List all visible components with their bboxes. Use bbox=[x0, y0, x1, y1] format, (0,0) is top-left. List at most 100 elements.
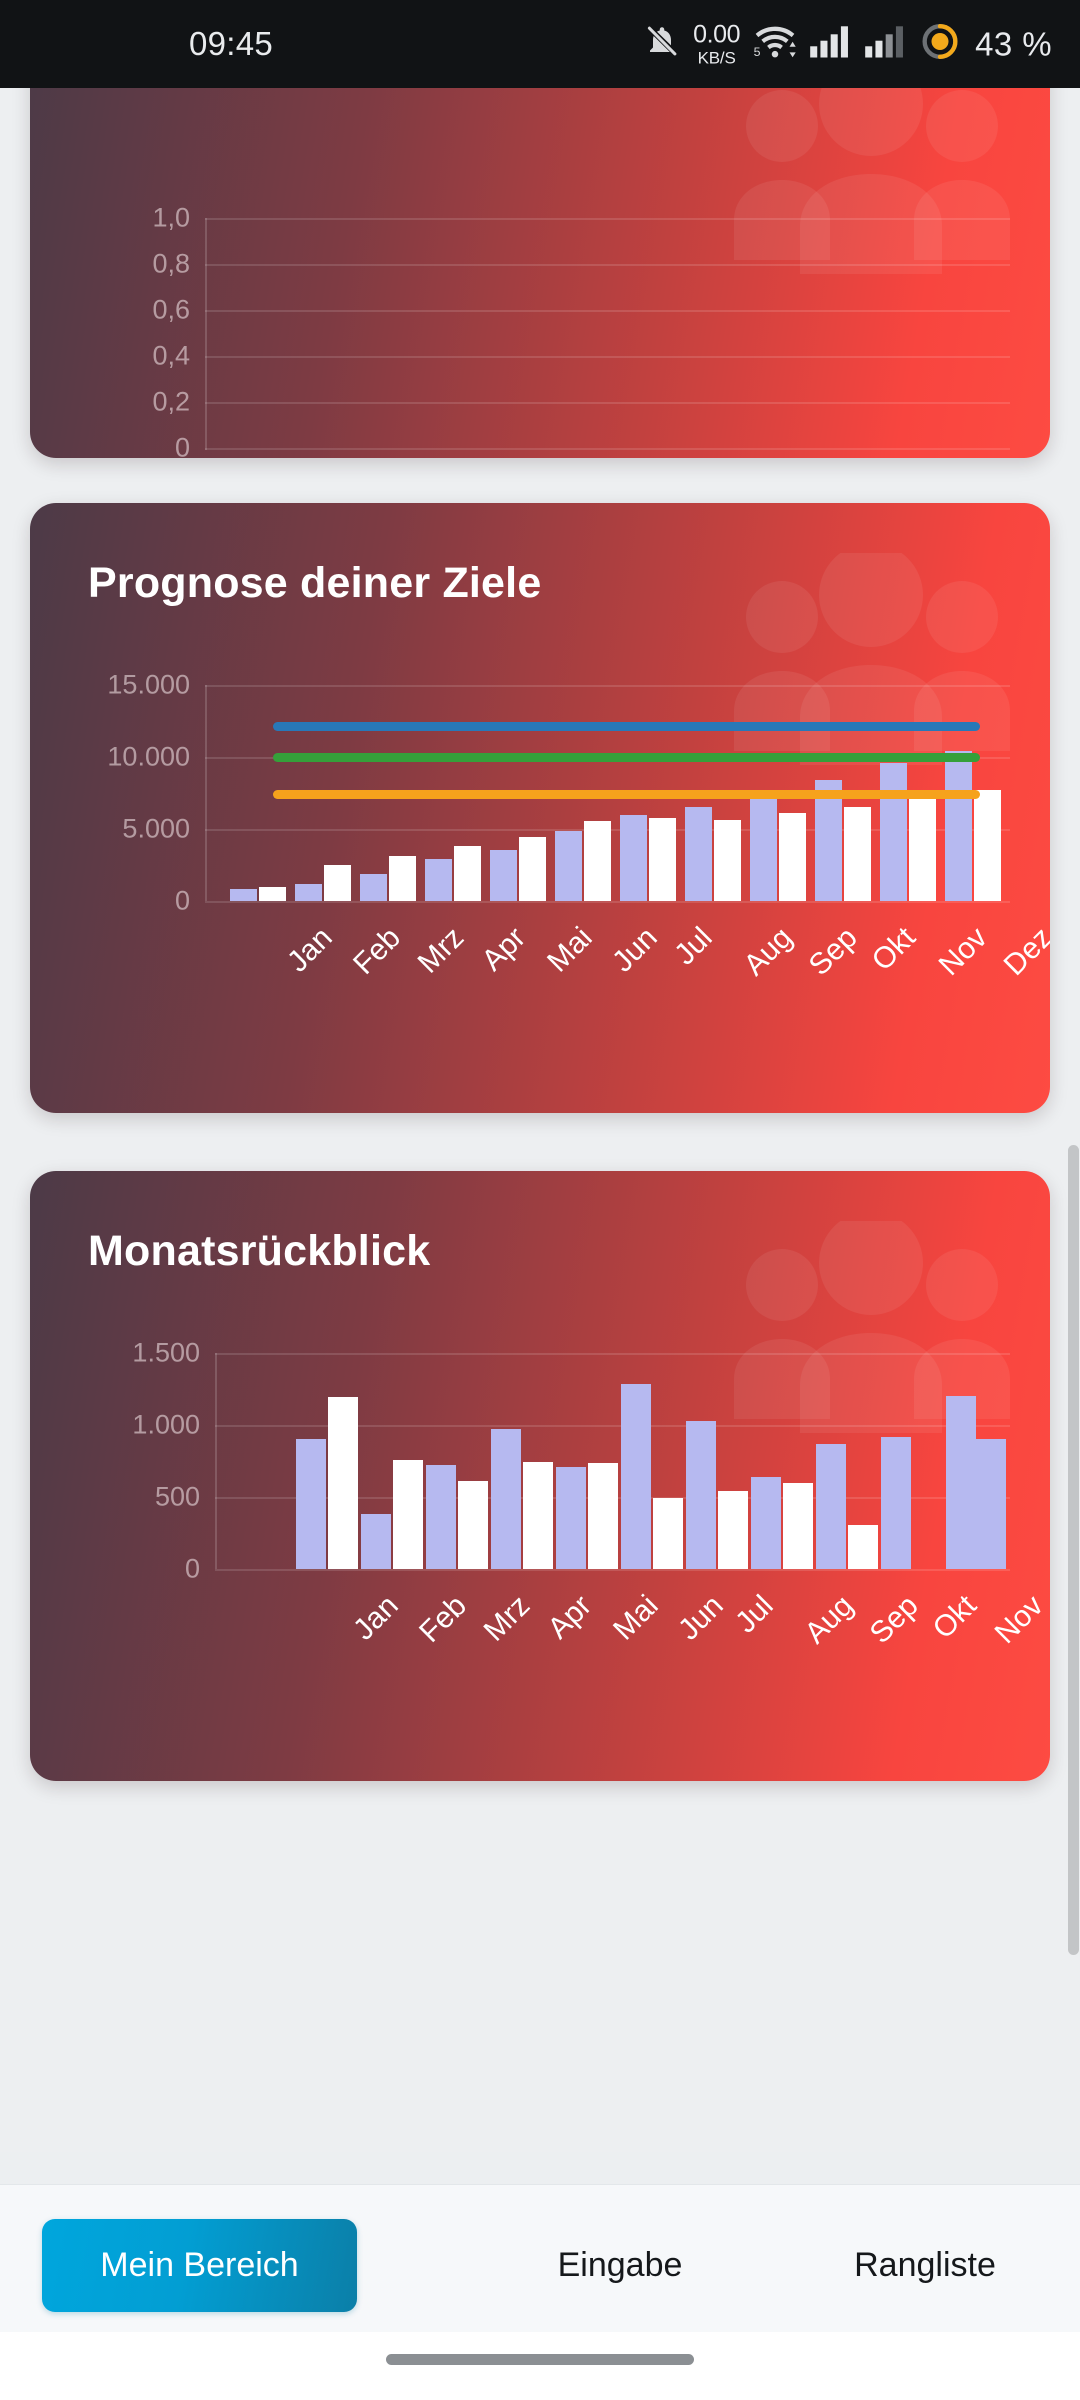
bar-forecast-secondary bbox=[779, 813, 806, 901]
bar-forecast-secondary bbox=[714, 820, 741, 901]
bar-monthly-secondary bbox=[523, 1462, 553, 1569]
gridline bbox=[205, 264, 1010, 266]
goal-line-orange bbox=[273, 790, 980, 799]
gridline bbox=[205, 901, 1010, 903]
y-tick-label: 0 bbox=[174, 885, 190, 916]
bar-monthly-secondary bbox=[328, 1397, 358, 1569]
bar-monthly-secondary bbox=[588, 1463, 618, 1569]
bar-monthly-primary bbox=[621, 1384, 651, 1569]
bar-monthly-secondary bbox=[458, 1481, 488, 1569]
scrollbar-track[interactable] bbox=[1068, 88, 1080, 2152]
y-tick-label: 15.000 bbox=[107, 669, 190, 700]
week-chart: 1,0 0,8 0,6 0,4 0,2 0 MO DI MI DO FR SA … bbox=[30, 88, 1050, 458]
y-tick-label: 1,0 bbox=[152, 202, 190, 233]
signal-bars-secondary-icon bbox=[865, 26, 907, 63]
gridline bbox=[205, 448, 1010, 450]
bar-forecast-secondary bbox=[389, 856, 416, 901]
x-tick-label: Apr bbox=[541, 1589, 599, 1646]
bar-forecast-secondary bbox=[324, 865, 351, 901]
x-tick-label: Feb bbox=[413, 1589, 474, 1649]
y-axis-line bbox=[205, 685, 207, 901]
bar-forecast-secondary bbox=[519, 837, 546, 901]
gridline bbox=[205, 310, 1010, 312]
x-tick-label: Jan bbox=[281, 921, 339, 979]
status-clock: 09:45 bbox=[189, 25, 274, 62]
bar-forecast-primary bbox=[230, 889, 257, 901]
bar-forecast-primary bbox=[815, 780, 842, 901]
bar-monthly-primary bbox=[556, 1467, 586, 1569]
x-tick-label: Jun bbox=[606, 921, 664, 979]
x-tick-label: Jul bbox=[668, 921, 719, 972]
x-tick-label: Aug bbox=[737, 921, 799, 983]
goal-line-green bbox=[273, 753, 980, 762]
status-bar: 09:45 0.00 KB/S 5 bbox=[0, 0, 1080, 88]
battery-percent-label: 43 % bbox=[975, 25, 1052, 62]
bar-forecast-primary bbox=[490, 850, 517, 901]
gridline bbox=[215, 1569, 1010, 1571]
network-speed-unit: KB/S bbox=[697, 48, 736, 67]
gridline bbox=[205, 218, 1010, 220]
bar-monthly-primary bbox=[491, 1429, 521, 1569]
y-tick-label: 1.500 bbox=[132, 1337, 200, 1368]
y-axis-line bbox=[205, 218, 207, 450]
bell-off-icon bbox=[644, 24, 680, 65]
bar-forecast-secondary bbox=[454, 846, 481, 901]
monthly-chart: 1.500 1.000 500 0 bbox=[30, 1171, 1050, 1781]
y-tick-label: 5.000 bbox=[122, 813, 190, 844]
bottom-navigation: Mein Bereich Eingabe Rangliste bbox=[0, 2184, 1080, 2332]
bar-monthly-secondary bbox=[718, 1491, 748, 1569]
x-tick-label: Aug bbox=[798, 1589, 860, 1651]
gesture-home-indicator[interactable] bbox=[386, 2354, 694, 2365]
bar-forecast-primary bbox=[555, 831, 582, 901]
x-tick-label: Sep bbox=[863, 1589, 925, 1651]
scroll-content[interactable]: Woche 1,0 0,8 0,6 0,4 0,2 0 MO DI MI bbox=[0, 88, 1080, 2152]
x-tick-label: Jun bbox=[672, 1589, 730, 1647]
signal-bars-icon bbox=[810, 26, 852, 63]
x-tick-label: Mai bbox=[607, 1589, 665, 1647]
battery-circle-icon bbox=[920, 22, 960, 67]
nav-item-eingabe[interactable]: Eingabe bbox=[470, 2219, 770, 2312]
bar-forecast-primary bbox=[750, 793, 777, 901]
nav-item-mein-bereich[interactable]: Mein Bereich bbox=[42, 2219, 357, 2312]
goal-line-blue bbox=[273, 722, 980, 731]
x-tick-label: Dez bbox=[997, 921, 1050, 983]
card-week[interactable]: Woche 1,0 0,8 0,6 0,4 0,2 0 MO DI MI bbox=[30, 88, 1050, 458]
bar-forecast-primary bbox=[685, 807, 712, 901]
bar-forecast-primary bbox=[620, 815, 647, 901]
y-tick-label: 0,8 bbox=[152, 248, 190, 279]
bar-forecast-secondary bbox=[584, 821, 611, 901]
nav-label: Eingabe bbox=[557, 2246, 683, 2284]
bar-forecast-primary bbox=[295, 884, 322, 901]
bar-forecast-primary bbox=[425, 859, 452, 901]
x-tick-label: Mrz bbox=[411, 921, 471, 980]
gridline bbox=[205, 356, 1010, 358]
x-tick-label: Nov bbox=[932, 921, 994, 983]
y-tick-label: 0 bbox=[174, 432, 190, 459]
bar-forecast-secondary bbox=[259, 887, 286, 901]
bar-forecast-primary bbox=[945, 751, 972, 901]
gridline bbox=[205, 685, 1010, 687]
bar-monthly-secondary bbox=[783, 1483, 813, 1569]
y-tick-label: 0,4 bbox=[152, 340, 190, 371]
bar-monthly-secondary bbox=[393, 1460, 423, 1569]
x-tick-label: Mai bbox=[541, 921, 599, 979]
x-tick-label: Mrz bbox=[477, 1589, 537, 1648]
bar-monthly-primary bbox=[296, 1439, 326, 1569]
bar-monthly-secondary bbox=[848, 1525, 878, 1569]
wifi-icon: 5 bbox=[753, 25, 797, 64]
x-tick-label: Jan bbox=[347, 1589, 405, 1647]
status-icons-group: 0.00 KB/S 5 bbox=[644, 22, 1052, 67]
bar-monthly-primary bbox=[361, 1514, 391, 1569]
bar-monthly-primary bbox=[816, 1444, 846, 1569]
x-tick-label: Okt bbox=[926, 1589, 984, 1646]
scrollbar-thumb[interactable] bbox=[1068, 1145, 1079, 1955]
x-tick-label: Okt bbox=[865, 921, 923, 978]
bar-monthly-primary bbox=[426, 1465, 456, 1569]
x-tick-label: Jul bbox=[729, 1589, 780, 1640]
card-monthly[interactable]: Monatsrückblick 1.500 1.000 500 0 bbox=[30, 1171, 1050, 1781]
gridline bbox=[205, 402, 1010, 404]
y-tick-label: 0,2 bbox=[152, 386, 190, 417]
nav-item-rangliste[interactable]: Rangliste bbox=[800, 2219, 1050, 2312]
card-forecast[interactable]: Prognose deiner Ziele 15.000 10.000 5.00… bbox=[30, 503, 1050, 1113]
svg-text:5: 5 bbox=[754, 45, 761, 58]
